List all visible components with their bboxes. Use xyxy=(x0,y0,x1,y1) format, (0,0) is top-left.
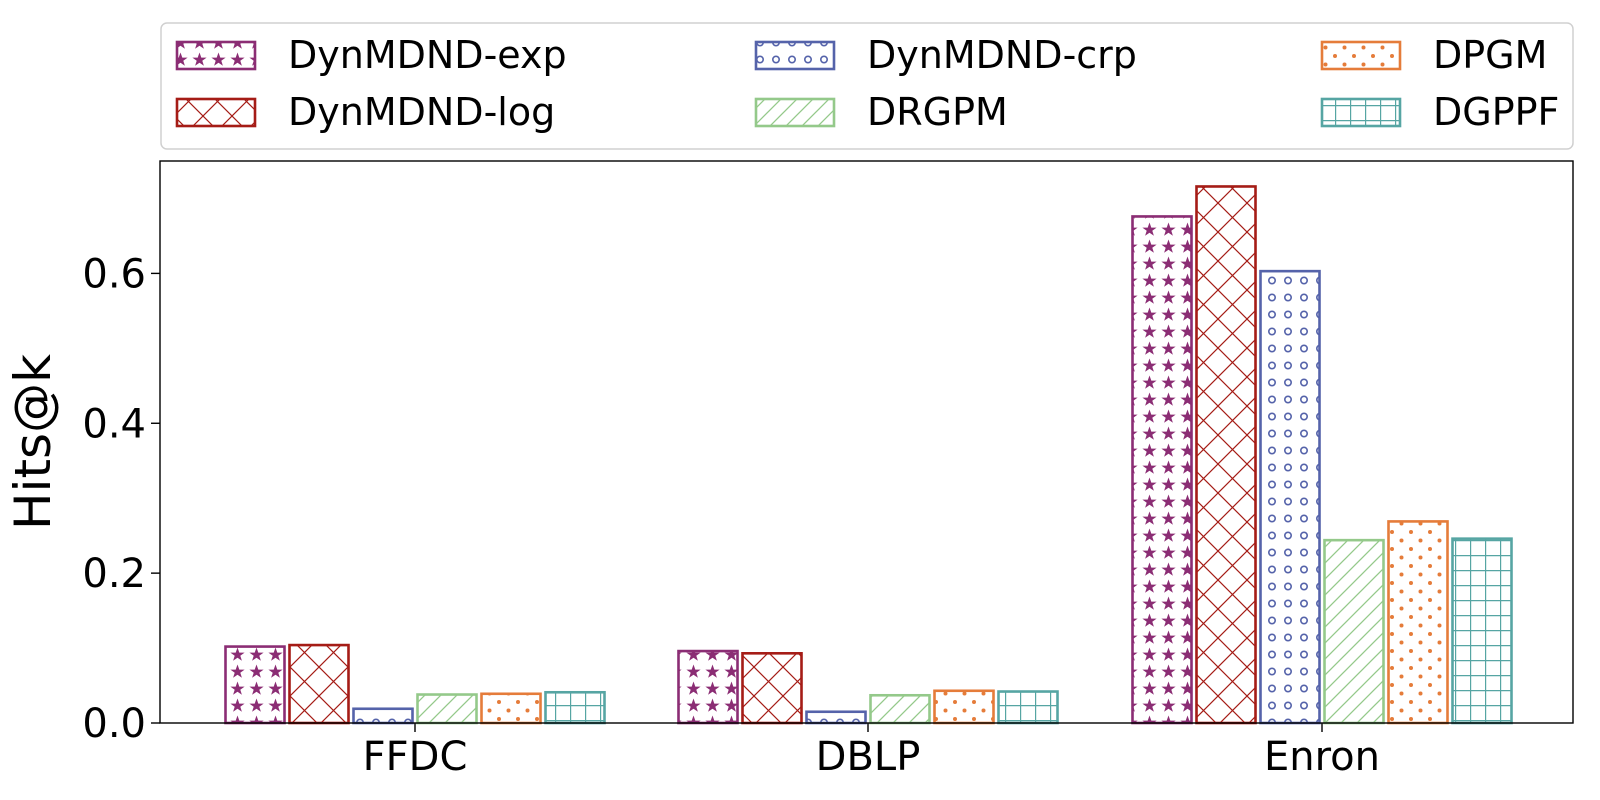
y-tick-label: 0.2 xyxy=(82,551,146,597)
legend-swatch xyxy=(1320,97,1402,128)
bar-drgpm-enron xyxy=(1323,538,1385,725)
y-tick-label: 0.6 xyxy=(82,251,146,297)
bar-drgpm-ffdc xyxy=(416,693,478,725)
bar-dynmdnd-log-enron xyxy=(1195,185,1257,725)
bar-dpgm-ffdc xyxy=(480,692,542,725)
plot-area: 0.0 0.2 0.4 0.6 FFDC DBLP Enron Hits@k xyxy=(4,160,1574,780)
legend-swatch xyxy=(754,97,836,128)
bar-dynmdnd-log-ffdc xyxy=(288,643,350,725)
legend-box xyxy=(160,22,1574,150)
legend-swatch xyxy=(1320,40,1402,71)
plot-frame xyxy=(159,160,1574,724)
y-tick-label: 0.4 xyxy=(82,401,146,447)
x-tick-label: Enron xyxy=(1264,734,1380,780)
bar-dynmdnd-crp-enron xyxy=(1259,269,1321,725)
y-axis-title: Hits@k xyxy=(4,354,62,530)
legend-swatch xyxy=(175,97,257,128)
x-tick-label: FFDC xyxy=(363,734,468,780)
bar-dpgm-enron xyxy=(1387,520,1449,725)
bar-dpgm-dblp xyxy=(933,689,995,725)
legend-label: DynMDND-exp xyxy=(288,33,567,77)
legend-swatch xyxy=(754,40,836,71)
bar-dgppf-dblp xyxy=(997,690,1059,725)
bar-dynmdnd-exp-ffdc xyxy=(224,645,286,725)
bar-dynmdnd-crp-ffdc xyxy=(352,707,414,725)
legend-swatch xyxy=(175,40,257,71)
legend-label: DynMDND-log xyxy=(288,90,555,134)
bar-dgppf-enron xyxy=(1451,537,1513,725)
bar-dynmdnd-log-dblp xyxy=(741,652,803,725)
legend-label: DynMDND-crp xyxy=(867,33,1137,77)
legend-label: DRGPM xyxy=(867,90,1008,134)
x-tick-label: DBLP xyxy=(816,734,921,780)
bar-dynmdnd-exp-enron xyxy=(1131,215,1193,725)
bar-dynmdnd-crp-dblp xyxy=(805,710,867,725)
bar-drgpm-dblp xyxy=(869,693,931,725)
legend: DynMDND-exp DynMDND-log DynMDND-crp DRGPM DP… xyxy=(160,22,1574,150)
bar-dgppf-ffdc xyxy=(544,690,606,725)
y-tick-label: 0.0 xyxy=(82,701,146,747)
bar-dynmdnd-exp-dblp xyxy=(677,649,739,725)
legend-label: DGPPF xyxy=(1433,90,1559,134)
legend-label: DPGM xyxy=(1433,33,1547,77)
